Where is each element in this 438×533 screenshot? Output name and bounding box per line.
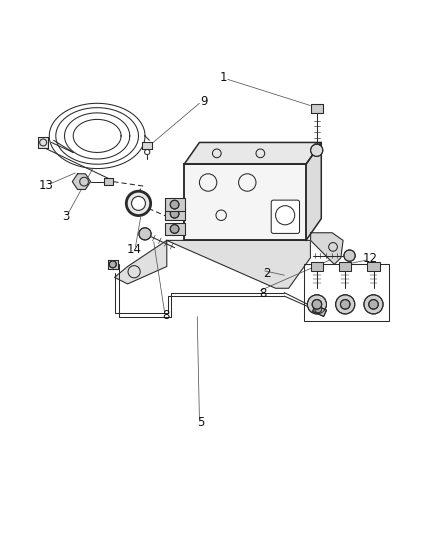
Bar [165,223,185,235]
Polygon shape [72,174,91,189]
Polygon shape [306,142,321,240]
Circle shape [126,191,151,215]
Bar [108,260,117,269]
Bar [184,164,306,240]
Bar [104,178,113,185]
Circle shape [311,144,323,156]
Text: 2: 2 [263,267,271,280]
Text: 5: 5 [197,416,205,429]
Circle shape [312,300,322,309]
Bar [165,208,185,220]
Polygon shape [115,240,167,284]
Circle shape [131,197,145,211]
Circle shape [170,224,179,233]
Bar [165,198,185,211]
Text: 13: 13 [39,180,53,192]
Circle shape [369,300,378,309]
Circle shape [307,295,326,314]
Text: 3: 3 [62,210,70,223]
Bar [311,104,323,114]
Text: 1: 1 [219,71,227,84]
Bar [108,260,117,269]
Bar [104,178,113,185]
Bar [339,262,351,271]
Circle shape [336,295,355,314]
Text: 8: 8 [259,287,266,300]
Polygon shape [167,240,311,288]
Circle shape [170,209,179,218]
Bar [165,208,185,220]
Bar [165,198,185,211]
Bar [313,305,327,317]
Bar [304,264,389,321]
Text: 9: 9 [200,95,208,108]
Bar [39,137,48,148]
Bar [165,223,185,235]
Circle shape [170,200,179,209]
Circle shape [110,261,116,268]
Polygon shape [184,142,321,164]
Circle shape [340,300,350,309]
Text: 8: 8 [162,309,170,322]
Bar [142,142,152,149]
Circle shape [344,250,355,261]
Bar [367,262,380,271]
FancyBboxPatch shape [271,200,300,233]
Circle shape [315,305,322,313]
Bar [142,142,152,149]
Bar [311,262,323,271]
Bar [311,104,323,114]
Bar [184,164,306,240]
Circle shape [139,228,151,240]
Bar [39,137,48,148]
Text: 12: 12 [363,252,378,265]
Circle shape [364,295,383,314]
Bar [313,305,327,317]
Polygon shape [311,233,343,264]
Text: 14: 14 [127,244,141,256]
